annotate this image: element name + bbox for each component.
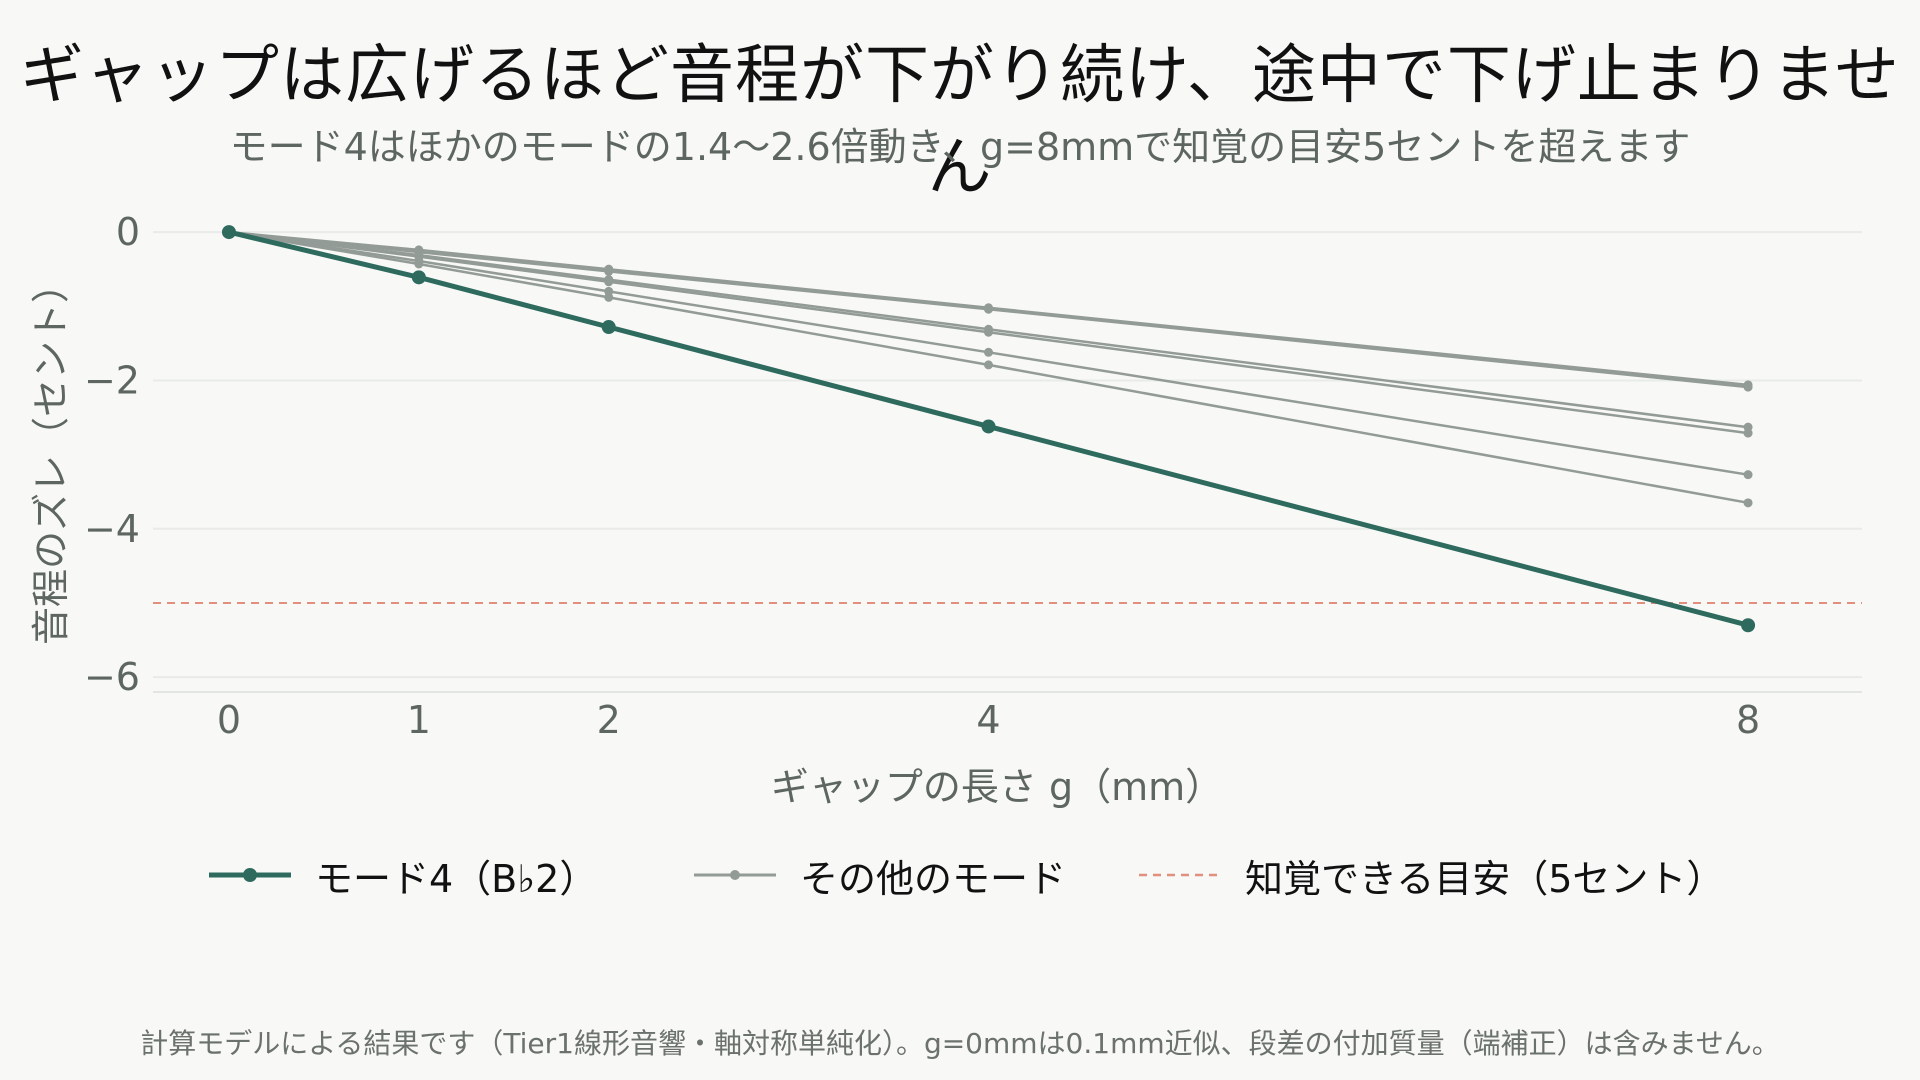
data-point-mode4: [981, 419, 996, 434]
data-point-mode4: [601, 320, 616, 335]
data-point-other-mode: [1743, 428, 1753, 438]
y-tick-label: 0: [116, 210, 140, 254]
legend-item-other-modes: その他のモード: [690, 845, 1066, 905]
legend-key-threshold: [1139, 873, 1221, 877]
y-tick-label: −4: [84, 507, 140, 551]
data-point-other-mode: [984, 327, 994, 337]
data-point-other-mode: [414, 259, 424, 269]
chart-caption: 計算モデルによる結果です（Tier1線形音響・軸対称単純化）。g=0mmは0.1…: [140, 1027, 1780, 1060]
legend-label-mode4: モード4（B♭2）: [315, 856, 598, 901]
legend-item-threshold: 知覚できる目安（5セント）: [1135, 845, 1724, 905]
x-tick-label: 0: [217, 698, 241, 742]
data-point-other-mode: [604, 292, 614, 302]
data-point-mode4: [1741, 618, 1756, 633]
x-axis-title: ギャップの長さ g（mm）: [771, 765, 1223, 809]
data-point-other-mode: [984, 347, 994, 357]
chart-subtitle: モード4はほかのモードの1.4〜2.6倍動き、g=8mmで知覚の目安5セントを超…: [229, 125, 1691, 169]
x-tick-label: 8: [1736, 698, 1760, 742]
data-point-other-mode: [984, 304, 994, 314]
legend-label-other-modes: その他のモード: [800, 856, 1067, 901]
data-point-other-mode: [604, 266, 614, 276]
tick-labels: 0 −2 −4 −6 0 1 2 4 8: [84, 210, 1760, 742]
data-point-mode4: [411, 270, 426, 285]
legend-key-other-modes: [694, 870, 776, 880]
data-point-mode4: [221, 225, 236, 240]
data-point-other-mode: [1743, 470, 1753, 480]
data-point-other-mode: [1743, 382, 1753, 392]
chart-title: ギャップは広げるほど音程が下がり続け、途中で下げ止まりません: [20, 39, 1900, 205]
data-point-other-mode: [984, 360, 994, 370]
legend-item-mode4: モード4（B♭2）: [205, 845, 597, 905]
x-tick-label: 4: [976, 698, 1000, 742]
x-tick-label: 2: [597, 698, 621, 742]
y-tick-label: −2: [84, 358, 140, 402]
data-point-other-mode: [604, 277, 614, 287]
line-chart: 0 −2 −4 −6 0 1 2 4 8 ギャップの長さ g（mm） 音程のズレ（セント）: [29, 210, 1862, 809]
chart-legend: モード4（B♭2） その他のモード 知覚できる目安（5セント）: [0, 845, 1920, 905]
grid-lines: [153, 231, 1862, 679]
y-axis-title: 音程のズレ（セント）: [29, 265, 73, 645]
x-tick-label: 1: [407, 698, 431, 742]
legend-key-mode4: [209, 868, 291, 882]
legend-label-threshold: 知覚できる目安（5セント）: [1245, 856, 1725, 901]
y-tick-label: −6: [84, 655, 140, 699]
series-layer: [221, 225, 1756, 633]
data-point-other-mode: [1743, 498, 1753, 508]
